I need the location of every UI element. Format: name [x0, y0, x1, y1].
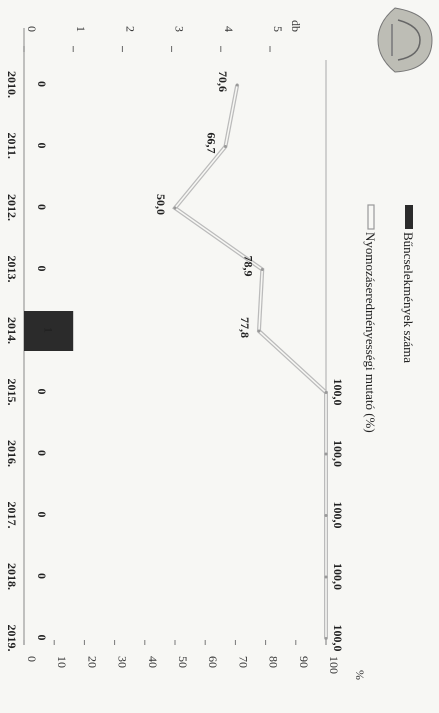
- bar-value-label: 0: [35, 389, 49, 395]
- category-label: 2016.: [5, 440, 19, 467]
- line-value-label: 100,0: [331, 625, 345, 652]
- bar-series: 0 0 0 0 1 0 0 0 0 0: [24, 81, 74, 641]
- bar-value-label: 0: [35, 143, 49, 149]
- category-label: 2010.: [5, 71, 19, 98]
- line-value-label: 100,0: [331, 563, 345, 590]
- right-axis-tick-label: 60: [206, 656, 220, 668]
- bar-value-label: 0: [35, 81, 49, 87]
- right-axis-unit: %: [353, 670, 367, 680]
- bar-value-label: 0: [35, 512, 49, 518]
- right-axis-tick-label: 70: [236, 656, 250, 668]
- line-value-label: 100,0: [331, 440, 345, 467]
- right-axis-tick-label: 20: [85, 656, 99, 668]
- legend-swatch-line: [367, 204, 375, 230]
- bar-value-label: 0: [35, 635, 49, 641]
- right-axis: 0 10 20 30 40 50 60 70 80 90 100%: [23, 640, 367, 680]
- left-axis-tick-label: 1: [74, 26, 88, 32]
- line-point: [324, 452, 328, 456]
- legend: Bűncselekmények száma Nyomozáseredményes…: [363, 204, 416, 433]
- line-value-label: 50,0: [154, 194, 168, 215]
- line-value-label: 100,0: [331, 379, 345, 406]
- left-axis: 0 1 2 3 4 5 db: [23, 20, 303, 52]
- line-point: [173, 206, 177, 210]
- line-series: 70,6 66,7 50,0 78,9 77,8 100,0 100,0 100,0 100,0…: [154, 71, 345, 652]
- line-point: [324, 391, 328, 394]
- category-label: 2018.: [5, 563, 19, 590]
- line-point: [223, 145, 227, 148]
- category-label: 2014.: [5, 317, 19, 344]
- police-emblem-icon: [377, 7, 433, 73]
- right-axis-tick-label: 30: [116, 656, 130, 668]
- left-axis-tick-label: 5: [271, 26, 285, 32]
- right-axis-tick-label: 0: [25, 656, 39, 662]
- category-labels: 2010. 2011. 2012. 2013. 2014. 2015. 2016. 2017.…: [5, 71, 19, 652]
- right-axis-tick-label: 100: [327, 656, 341, 674]
- right-axis-tick-label: 10: [55, 656, 69, 668]
- line-path-inner: [173, 84, 327, 639]
- left-axis-tick-label: 2: [123, 26, 137, 32]
- category-label: 2012.: [5, 194, 19, 221]
- line-value-label: 66,7: [204, 133, 218, 154]
- line-value-label: 100,0: [331, 502, 345, 529]
- line-path-outline: [172, 84, 328, 639]
- right-axis-tick-label: 90: [297, 656, 311, 668]
- bar: [24, 311, 74, 351]
- left-axis-tick-label: 3: [173, 26, 187, 32]
- bar-value-label: 0: [35, 450, 49, 456]
- category-label: 2019.: [5, 625, 19, 652]
- bar-value-label: 1: [42, 327, 56, 333]
- right-axis-tick-label: 80: [267, 656, 281, 668]
- right-axis-tick-label: 40: [146, 656, 160, 668]
- left-axis-tick-label: 4: [222, 26, 236, 32]
- category-label: 2013.: [5, 256, 19, 283]
- line-point: [235, 83, 239, 87]
- legend-swatch-bars: [405, 205, 413, 229]
- line-point: [260, 268, 264, 271]
- bar-value-label: 0: [35, 573, 49, 579]
- right-axis-tick-label: 50: [176, 656, 190, 668]
- line-value-label: 78,9: [241, 256, 255, 277]
- category-label: 2011.: [5, 133, 19, 159]
- category-label: 2017.: [5, 502, 19, 529]
- legend-label-line: Nyomozáseredményességi mutató (%): [363, 232, 378, 433]
- legend-label-bars: Bűncselekmények száma: [401, 232, 416, 363]
- line-value-label: 70,6: [216, 71, 230, 92]
- bar-value-label: 0: [35, 266, 49, 272]
- line-point: [257, 329, 261, 333]
- left-axis-unit: db: [289, 20, 303, 32]
- left-axis-tick-label: 0: [25, 26, 39, 32]
- line-point: [324, 575, 328, 579]
- line-value-label: 77,8: [238, 317, 252, 338]
- category-label: 2015.: [5, 379, 19, 406]
- line-point: [324, 514, 328, 517]
- line-point: [324, 637, 328, 640]
- bar-value-label: 0: [35, 204, 49, 210]
